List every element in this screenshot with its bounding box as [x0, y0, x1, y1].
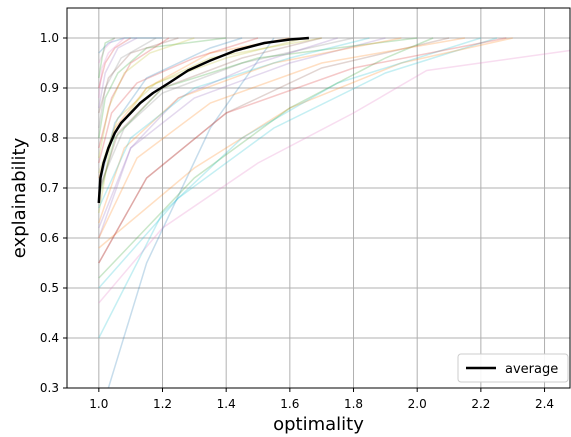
x-tick-label-5: 2.0 — [408, 397, 427, 411]
legend: average — [457, 353, 569, 383]
average-line — [97, 36, 309, 204]
y-tick-label-5: 0.8 — [40, 131, 59, 145]
run-line-20 — [98, 37, 402, 224]
legend-box — [457, 353, 569, 383]
legend-label-average: average — [505, 362, 558, 377]
x-axis-label: optimality — [273, 414, 364, 435]
run-line-5 — [98, 37, 179, 114]
run-line-29 — [98, 37, 116, 79]
x-tick-label-7: 2.4 — [535, 397, 554, 411]
run-line-7 — [98, 37, 354, 189]
plot-frame — [66, 7, 571, 389]
x-tick-label-2: 1.4 — [217, 397, 236, 411]
run-line-10 — [107, 37, 275, 389]
run-line-15 — [98, 37, 450, 264]
run-line-9 — [98, 37, 498, 289]
run-line-24 — [98, 37, 138, 109]
run-line-16 — [98, 37, 125, 99]
run-line-11 — [98, 37, 513, 249]
y-tick-label-2: 0.5 — [40, 281, 59, 295]
average-series — [97, 36, 309, 204]
run-line-30 — [98, 37, 507, 264]
y-tick-label-4: 0.7 — [40, 181, 59, 195]
x-tick-label-0: 1.0 — [89, 397, 108, 411]
x-tick-label-4: 1.8 — [344, 397, 363, 411]
x-axis-ticks: 1.0 1.2 1.4 1.6 1.8 2.0 2.2 2.4 — [89, 388, 554, 411]
run-line-8 — [98, 37, 322, 214]
x-tick-label-1: 1.2 — [153, 397, 172, 411]
individual-runs — [98, 37, 571, 389]
y-tick-label-3: 0.6 — [40, 231, 59, 245]
run-line-12 — [98, 37, 418, 199]
run-line-17 — [98, 37, 482, 339]
run-line-25 — [98, 37, 116, 64]
run-line-28 — [98, 37, 195, 159]
y-axis-label: explainability — [9, 137, 30, 258]
run-line-13 — [98, 37, 132, 89]
run-line-21 — [98, 37, 434, 279]
run-line-27 — [98, 37, 466, 239]
run-line-19 — [98, 37, 157, 129]
run-line-18 — [98, 37, 306, 174]
run-line-14 — [98, 37, 338, 229]
run-line-26 — [98, 37, 370, 209]
y-tick-label-6: 0.9 — [40, 81, 59, 95]
y-tick-label-7: 1.0 — [40, 31, 59, 45]
x-tick-label-3: 1.6 — [280, 397, 299, 411]
run-line-4 — [98, 37, 386, 239]
y-axis-ticks: 0.3 0.4 0.5 0.6 0.7 0.8 0.9 1.0 — [40, 31, 67, 395]
run-line-6 — [98, 49, 571, 304]
run-line-3 — [98, 37, 259, 164]
run-line-0 — [98, 37, 163, 54]
y-tick-label-0: 0.3 — [40, 381, 59, 395]
run-line-22 — [98, 37, 170, 149]
run-line-2 — [98, 37, 227, 139]
x-tick-label-6: 2.2 — [471, 397, 490, 411]
grid — [67, 8, 570, 389]
y-tick-label-1: 0.4 — [40, 331, 59, 345]
